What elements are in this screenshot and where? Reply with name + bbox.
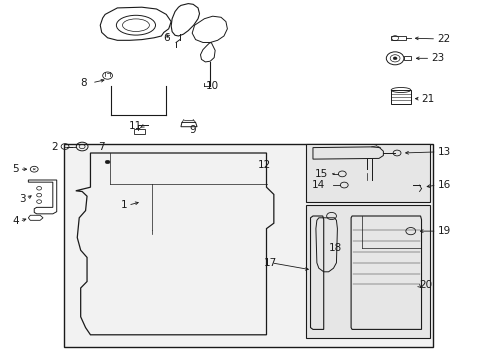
Text: 20: 20	[419, 280, 432, 291]
Bar	[403, 56, 410, 60]
Text: 22: 22	[436, 34, 449, 44]
Text: 5: 5	[12, 164, 19, 174]
Text: 8: 8	[80, 78, 87, 88]
Text: 1: 1	[120, 200, 127, 210]
Text: 3: 3	[19, 194, 25, 204]
Circle shape	[392, 57, 396, 60]
Text: 13: 13	[437, 147, 450, 157]
Bar	[390, 36, 405, 40]
Text: 21: 21	[421, 94, 434, 104]
Circle shape	[105, 160, 110, 164]
Text: 14: 14	[311, 180, 325, 190]
Text: 9: 9	[189, 125, 196, 135]
Text: 23: 23	[430, 53, 444, 63]
Text: 4: 4	[12, 216, 19, 226]
Text: 2: 2	[51, 141, 58, 152]
Text: 16: 16	[437, 180, 450, 190]
Text: 11: 11	[128, 121, 142, 131]
Bar	[63, 144, 432, 347]
Text: 18: 18	[328, 243, 341, 253]
Bar	[305, 144, 429, 202]
Text: 15: 15	[314, 169, 327, 179]
Text: 7: 7	[98, 141, 104, 152]
Text: 17: 17	[264, 258, 277, 268]
Bar	[134, 129, 145, 134]
Text: 19: 19	[437, 226, 450, 236]
Text: 6: 6	[163, 33, 170, 43]
Text: 10: 10	[205, 81, 218, 91]
Bar	[390, 90, 410, 104]
Bar	[305, 205, 429, 338]
Text: 12: 12	[258, 160, 271, 170]
